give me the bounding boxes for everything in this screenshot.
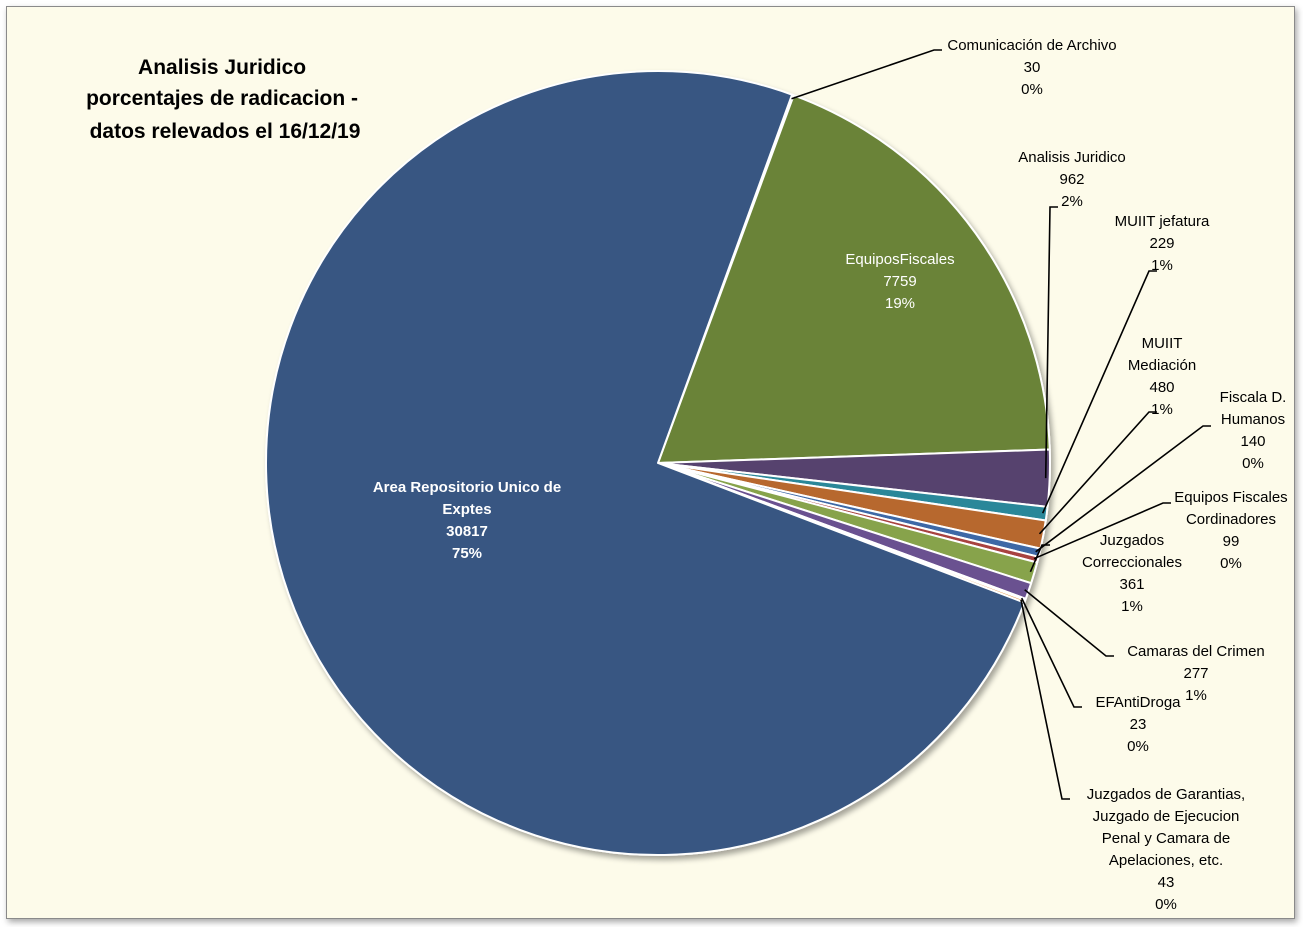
leader-line-camaras-del-crimen — [1024, 589, 1114, 657]
leader-line-juzgados-correccionales — [1029, 544, 1050, 573]
leader-line-muiit-jefatura — [1041, 270, 1157, 514]
slice-label-muiit-jefatura: MUIIT jefatura 229 1% — [1115, 213, 1210, 274]
slice-equiposfiscales — [657, 94, 1051, 464]
title-line-2: porcentajes de radicacion - — [86, 87, 358, 110]
title-line-3: datos relevados el 16/12/19 — [90, 120, 361, 143]
leader-line-fiscala-d-humanos — [1035, 425, 1211, 553]
leader-line-efantidroga — [1020, 597, 1082, 708]
slice-label-efantidroga: EFAntiDroga 23 0% — [1095, 694, 1181, 755]
slice-label-comunicacion-de-archivo: Comunicación de Archivo 30 0% — [947, 37, 1116, 98]
slice-label-analisis-juridico: Analisis Juridico 962 2% — [1018, 149, 1126, 210]
leader-line-muiit-mediacion — [1038, 411, 1157, 535]
slice-area-repositorio-unico-de-exptes — [265, 70, 1026, 856]
leader-line-comunicacion-de-archivo — [791, 49, 942, 100]
leader-line-analisis-juridico — [1044, 206, 1058, 479]
slice-label-camaras-del-crimen: Camaras del Crimen 277 1% — [1127, 643, 1265, 704]
slice-label-muiit-mediacion: MUIIT Mediación 480 1% — [1128, 335, 1196, 418]
title-line-1: Analisis Juridico — [138, 56, 306, 79]
slice-label-area-repositorio-unico-de-exptes: Area Repositorio Unico de Exptes 30817 75% — [373, 479, 561, 562]
chart-title: Analisis Juridico porcentajes de radicac… — [86, 56, 364, 143]
slice-label-equipos-fiscales-cordinadores: Equipos Fiscales Cordinadores 99 0% — [1174, 489, 1287, 572]
pie-slices — [265, 70, 1052, 856]
slice-label-juzgados-de-garantias-juzgado-de-ejecucion-penal-y-camara-de-apelaciones-etc: Juzgados de Garantias, Juzgado de Ejecuci… — [1087, 786, 1245, 913]
leader-line-juzgados-de-garantias-juzgado-de-ejecucion-penal-y-camara-de-apelaciones-etc — [1020, 599, 1070, 800]
leader-lines — [791, 49, 1211, 800]
leader-line-equipos-fiscales-cordinadores — [1033, 502, 1171, 560]
slice-label-equiposfiscales: EquiposFiscales 7759 19% — [845, 251, 954, 312]
slice-labels: Comunicación de Archivo 30 0% EquiposFiscal… — [373, 37, 1288, 913]
slice-label-fiscala-d-humanos: Fiscala D. Humanos 140 0% — [1220, 389, 1287, 472]
slice-label-juzgados-correccionales: Juzgados Correccionales 361 1% — [1082, 532, 1182, 615]
